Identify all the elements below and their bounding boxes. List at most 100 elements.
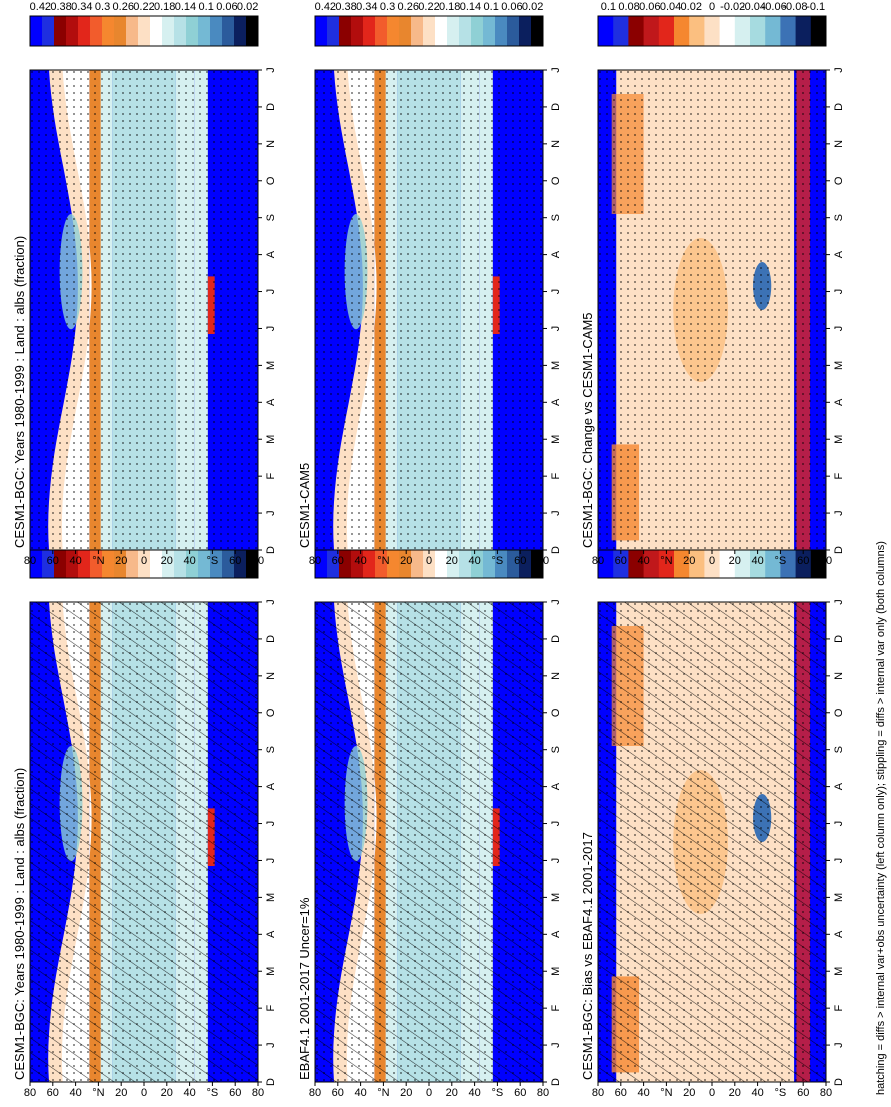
panel-title: CESM1-BGC: Bias vs EBAF4.1 2001-2017 [580, 832, 595, 1080]
colorbar-swatch [658, 548, 675, 578]
x-tick-label: S [550, 746, 562, 753]
colorbar-swatch [689, 16, 705, 46]
colorbar-tick-label: 0.06 [501, 1, 522, 13]
x-tick-label: D [550, 635, 562, 643]
y-tick-label: 40 [69, 1087, 81, 1099]
x-tick-label: A [550, 930, 562, 938]
y-tick-label: 80 [820, 1087, 832, 1099]
colorbar-swatch [30, 548, 43, 578]
colorbar-swatch [399, 16, 412, 46]
colorbar-swatch [810, 548, 827, 578]
x-tick-label: A [550, 398, 562, 406]
colorbar-tick-label: -0.08 [782, 1, 807, 13]
y-tick-label: 20 [446, 1087, 458, 1099]
colorbar-tick-label: -0.02 [720, 1, 745, 13]
colorbar-swatch [795, 548, 812, 578]
colorbar-swatch [162, 16, 175, 46]
colorbar-swatch [363, 16, 376, 46]
x-tick-label: D [265, 635, 277, 643]
y-tick-label: 40 [468, 555, 480, 567]
x-tick-label: J [550, 599, 562, 605]
x-tick-label: J [265, 289, 277, 295]
colorbar-tick-label: -0.04 [741, 1, 766, 13]
colorbar-swatch [598, 16, 614, 46]
y-tick-label: 80 [24, 1087, 36, 1099]
y-tick-label: °N [92, 555, 104, 567]
x-tick-label: M [265, 435, 277, 444]
colorbar-swatch [150, 16, 163, 46]
colorbar-swatch [411, 16, 424, 46]
y-tick-label: 40 [637, 1087, 649, 1099]
figure-footnote: hatching = diffs > internal var+obs unce… [875, 541, 887, 1095]
x-tick-label: O [550, 176, 562, 185]
y-tick-label: 80 [592, 1087, 604, 1099]
colorbar-swatch [42, 548, 55, 578]
x-tick-label: O [265, 176, 277, 185]
x-tick-label: D [550, 103, 562, 111]
y-tick-label: 20 [161, 1087, 173, 1099]
x-tick-label: A [265, 398, 277, 406]
x-tick-label: J [833, 67, 845, 73]
colorbar-swatch [810, 16, 827, 46]
colorbar-tick-label: 0.38 [335, 1, 356, 13]
x-tick-label: J [550, 67, 562, 73]
colorbar-swatch [750, 16, 766, 46]
colorbar-swatch [126, 16, 139, 46]
x-tick-label: M [550, 893, 562, 902]
y-tick-label: 40 [637, 555, 649, 567]
colorbar-tick-label: 0.1 [601, 1, 616, 13]
y-tick-label: °S [775, 1087, 787, 1099]
x-tick-label: J [550, 1042, 562, 1048]
colorbar-tick-label: 0.22 [418, 1, 439, 13]
x-tick-label: J [550, 510, 562, 515]
colorbar-tick-label: 0.26 [398, 1, 419, 13]
colorbar-swatch [447, 16, 460, 46]
y-tick-label: 20 [446, 555, 458, 567]
colorbar-swatch [102, 548, 115, 578]
colorbar-swatch [795, 16, 812, 46]
x-tick-label: D [265, 546, 277, 554]
x-tick-label: D [833, 1078, 845, 1086]
colorbar-tick-label: -0.1 [806, 1, 825, 13]
y-tick-label: 80 [537, 1087, 549, 1099]
x-tick-label: J [550, 858, 562, 864]
y-tick-label: 80 [309, 555, 321, 567]
colorbar-swatch [351, 548, 364, 578]
colorbar-swatch [90, 548, 103, 578]
colorbar-swatch [435, 548, 448, 578]
x-tick-label: F [550, 473, 562, 480]
colorbar-swatch [519, 548, 532, 578]
colorbar-swatch [423, 548, 436, 578]
colorbar-swatch [765, 16, 781, 46]
colorbar-swatch [186, 16, 199, 46]
colorbar-swatch [327, 548, 340, 578]
y-tick-label: 20 [729, 1087, 741, 1099]
x-tick-label: J [550, 821, 562, 827]
colorbar-swatch [750, 548, 766, 578]
x-tick-label: A [265, 250, 277, 258]
colorbar-swatch [315, 16, 328, 46]
x-tick-label: A [265, 782, 277, 790]
colorbar-tick-label: 0.02 [522, 1, 543, 13]
y-tick-label: °N [660, 1087, 672, 1099]
colorbar-tick-label: 0 [709, 1, 715, 13]
x-tick-label: S [550, 214, 562, 221]
x-tick-label: D [550, 1078, 562, 1086]
colorbar-swatch [339, 16, 352, 46]
stippling-overlay [30, 70, 258, 550]
colorbar-swatch [643, 548, 660, 578]
y-tick-label: 60 [229, 1087, 241, 1099]
colorbar-swatch [598, 548, 614, 578]
x-tick-label: N [833, 140, 845, 148]
colorbar-swatch [222, 548, 235, 578]
colorbar-swatch [186, 548, 199, 578]
y-tick-label: 60 [514, 555, 526, 567]
colorbar-swatch [210, 548, 223, 578]
x-tick-label: S [833, 214, 845, 221]
colorbar-tick-label: 0.42 [315, 1, 336, 13]
colorbar-swatch [54, 548, 67, 578]
x-tick-label: J [833, 599, 845, 605]
colorbar-swatch [734, 548, 751, 578]
colorbar-swatch [519, 16, 532, 46]
